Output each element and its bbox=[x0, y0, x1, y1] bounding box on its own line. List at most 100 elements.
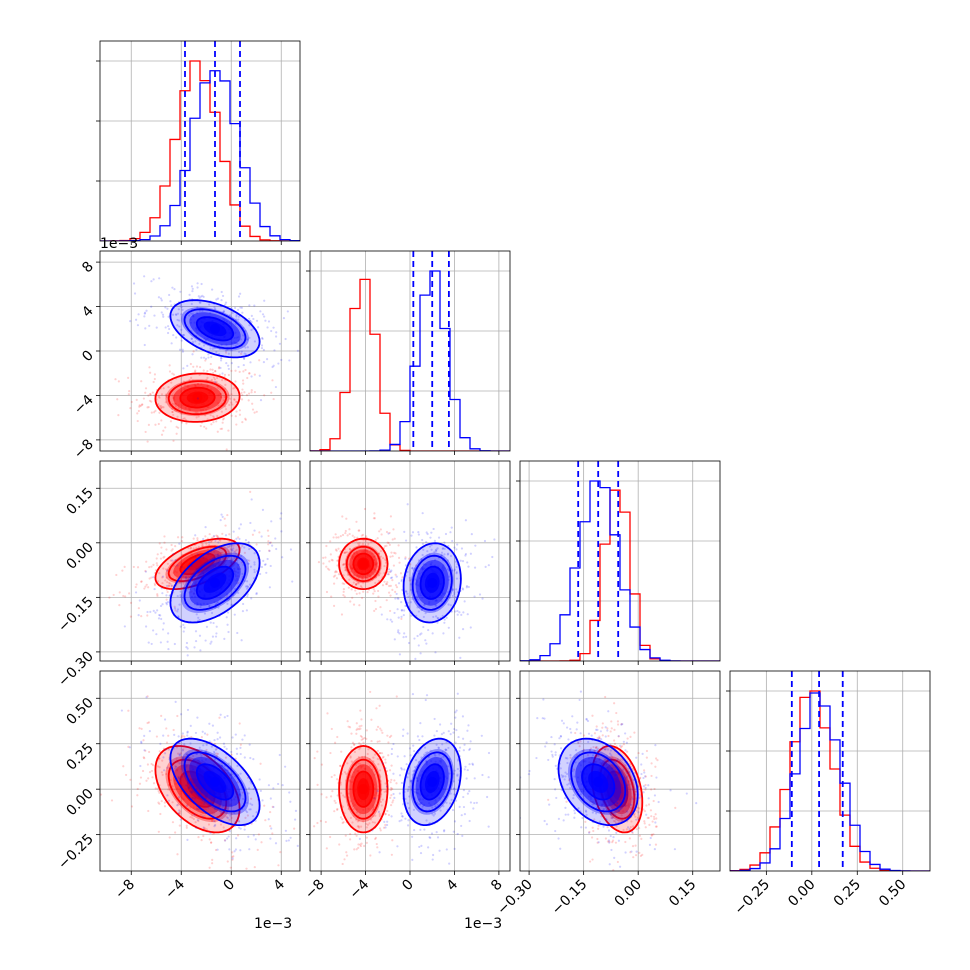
scatter-point bbox=[189, 362, 192, 366]
scatter-point bbox=[578, 745, 581, 748]
scatter-point bbox=[614, 841, 618, 844]
scatter-point bbox=[368, 757, 371, 761]
scatter-point bbox=[428, 545, 432, 548]
scatter-point bbox=[170, 584, 173, 588]
scatter-point bbox=[276, 782, 280, 786]
scatter-point bbox=[569, 786, 572, 790]
scatter-point bbox=[160, 393, 164, 396]
scatter-point bbox=[460, 613, 463, 616]
scatter-point bbox=[454, 560, 458, 563]
scatter-point bbox=[267, 534, 270, 538]
scatter-point bbox=[349, 756, 352, 759]
x-tick-label: 4 bbox=[444, 876, 462, 894]
scatter-point bbox=[431, 632, 434, 635]
scatter-point bbox=[211, 415, 215, 418]
scatter-point bbox=[245, 338, 248, 341]
scatter-point bbox=[596, 841, 599, 844]
scatter-point bbox=[365, 822, 368, 825]
scatter-point bbox=[588, 830, 591, 834]
scatter-point bbox=[337, 573, 341, 576]
scatter-point bbox=[341, 821, 344, 825]
scatter-point bbox=[420, 557, 423, 561]
scatter-point bbox=[180, 313, 183, 316]
scatter-point bbox=[341, 818, 344, 821]
scatter-point bbox=[434, 604, 437, 607]
scatter-point bbox=[230, 369, 233, 372]
scatter-point bbox=[604, 695, 607, 699]
scatter-point bbox=[387, 573, 390, 576]
scatter-point bbox=[455, 571, 458, 574]
scatter-point bbox=[353, 750, 356, 754]
scatter-point bbox=[161, 603, 164, 606]
density-peak-blue bbox=[593, 776, 604, 787]
scatter-point bbox=[400, 615, 403, 618]
scatter-point bbox=[166, 640, 169, 643]
scatter-point bbox=[211, 635, 215, 638]
scatter-point bbox=[180, 328, 183, 331]
scatter-point bbox=[443, 618, 446, 621]
scatter-point bbox=[271, 379, 274, 382]
scatter-point bbox=[416, 735, 420, 738]
scatter-point bbox=[243, 756, 246, 759]
scatter-point bbox=[652, 833, 655, 836]
scatter-point bbox=[163, 752, 167, 755]
scatter-point bbox=[372, 592, 375, 595]
scatter-point bbox=[215, 752, 218, 755]
scatter-point bbox=[315, 331, 317, 333]
scatter-point bbox=[342, 563, 346, 566]
scatter-point bbox=[400, 578, 403, 581]
scatter-point bbox=[370, 873, 372, 875]
scatter-point bbox=[437, 747, 441, 750]
scatter-point bbox=[336, 564, 339, 567]
scatter-point bbox=[344, 529, 347, 533]
scatter-point bbox=[217, 553, 220, 556]
scatter-point bbox=[212, 371, 215, 375]
scatter-point bbox=[453, 847, 456, 851]
scatter-point bbox=[469, 740, 472, 743]
scatter-point bbox=[626, 783, 630, 787]
scatter-point bbox=[594, 746, 598, 749]
scatter-point bbox=[245, 867, 248, 870]
scatter-point bbox=[554, 829, 557, 833]
scatter-point bbox=[232, 544, 235, 547]
scatter-point bbox=[171, 410, 174, 414]
scatter-point bbox=[645, 749, 649, 753]
scatter-point bbox=[669, 789, 672, 792]
contour-red bbox=[167, 380, 228, 416]
scatter-point bbox=[171, 559, 174, 562]
scatter-point bbox=[243, 357, 246, 360]
scatter-point bbox=[180, 736, 183, 739]
scatter-point bbox=[203, 732, 207, 735]
scatter-point bbox=[447, 746, 450, 750]
scatter-point bbox=[218, 547, 221, 551]
scatter-point bbox=[447, 603, 450, 606]
scatter-point bbox=[568, 777, 571, 781]
scatter-point bbox=[655, 825, 658, 828]
scatter-point bbox=[379, 829, 382, 832]
scatter-point bbox=[652, 815, 656, 818]
scatter-point bbox=[424, 612, 427, 615]
scatter-point bbox=[366, 900, 368, 902]
scatter-point bbox=[637, 811, 640, 814]
scatter-point bbox=[247, 317, 251, 320]
scatter-point bbox=[271, 365, 274, 369]
scatter-point bbox=[163, 801, 166, 804]
scatter-point bbox=[249, 490, 252, 493]
scatter-point bbox=[372, 807, 375, 811]
scatter-point bbox=[227, 373, 230, 377]
scatter-point bbox=[163, 805, 167, 808]
scatter-point bbox=[436, 803, 439, 806]
contour-red bbox=[352, 770, 375, 808]
scatter-point bbox=[165, 576, 168, 579]
scatter-point bbox=[431, 813, 434, 816]
scatter-point bbox=[269, 837, 272, 840]
panel-2-0 bbox=[100, 461, 300, 661]
scatter-point bbox=[235, 423, 238, 426]
scatter-point bbox=[357, 582, 360, 585]
scatter-point bbox=[258, 374, 261, 377]
scatter-point bbox=[341, 515, 344, 518]
scatter-point bbox=[248, 371, 251, 375]
scatter-point bbox=[202, 537, 205, 541]
scatter-point bbox=[186, 731, 189, 734]
scatter-point bbox=[397, 597, 400, 600]
